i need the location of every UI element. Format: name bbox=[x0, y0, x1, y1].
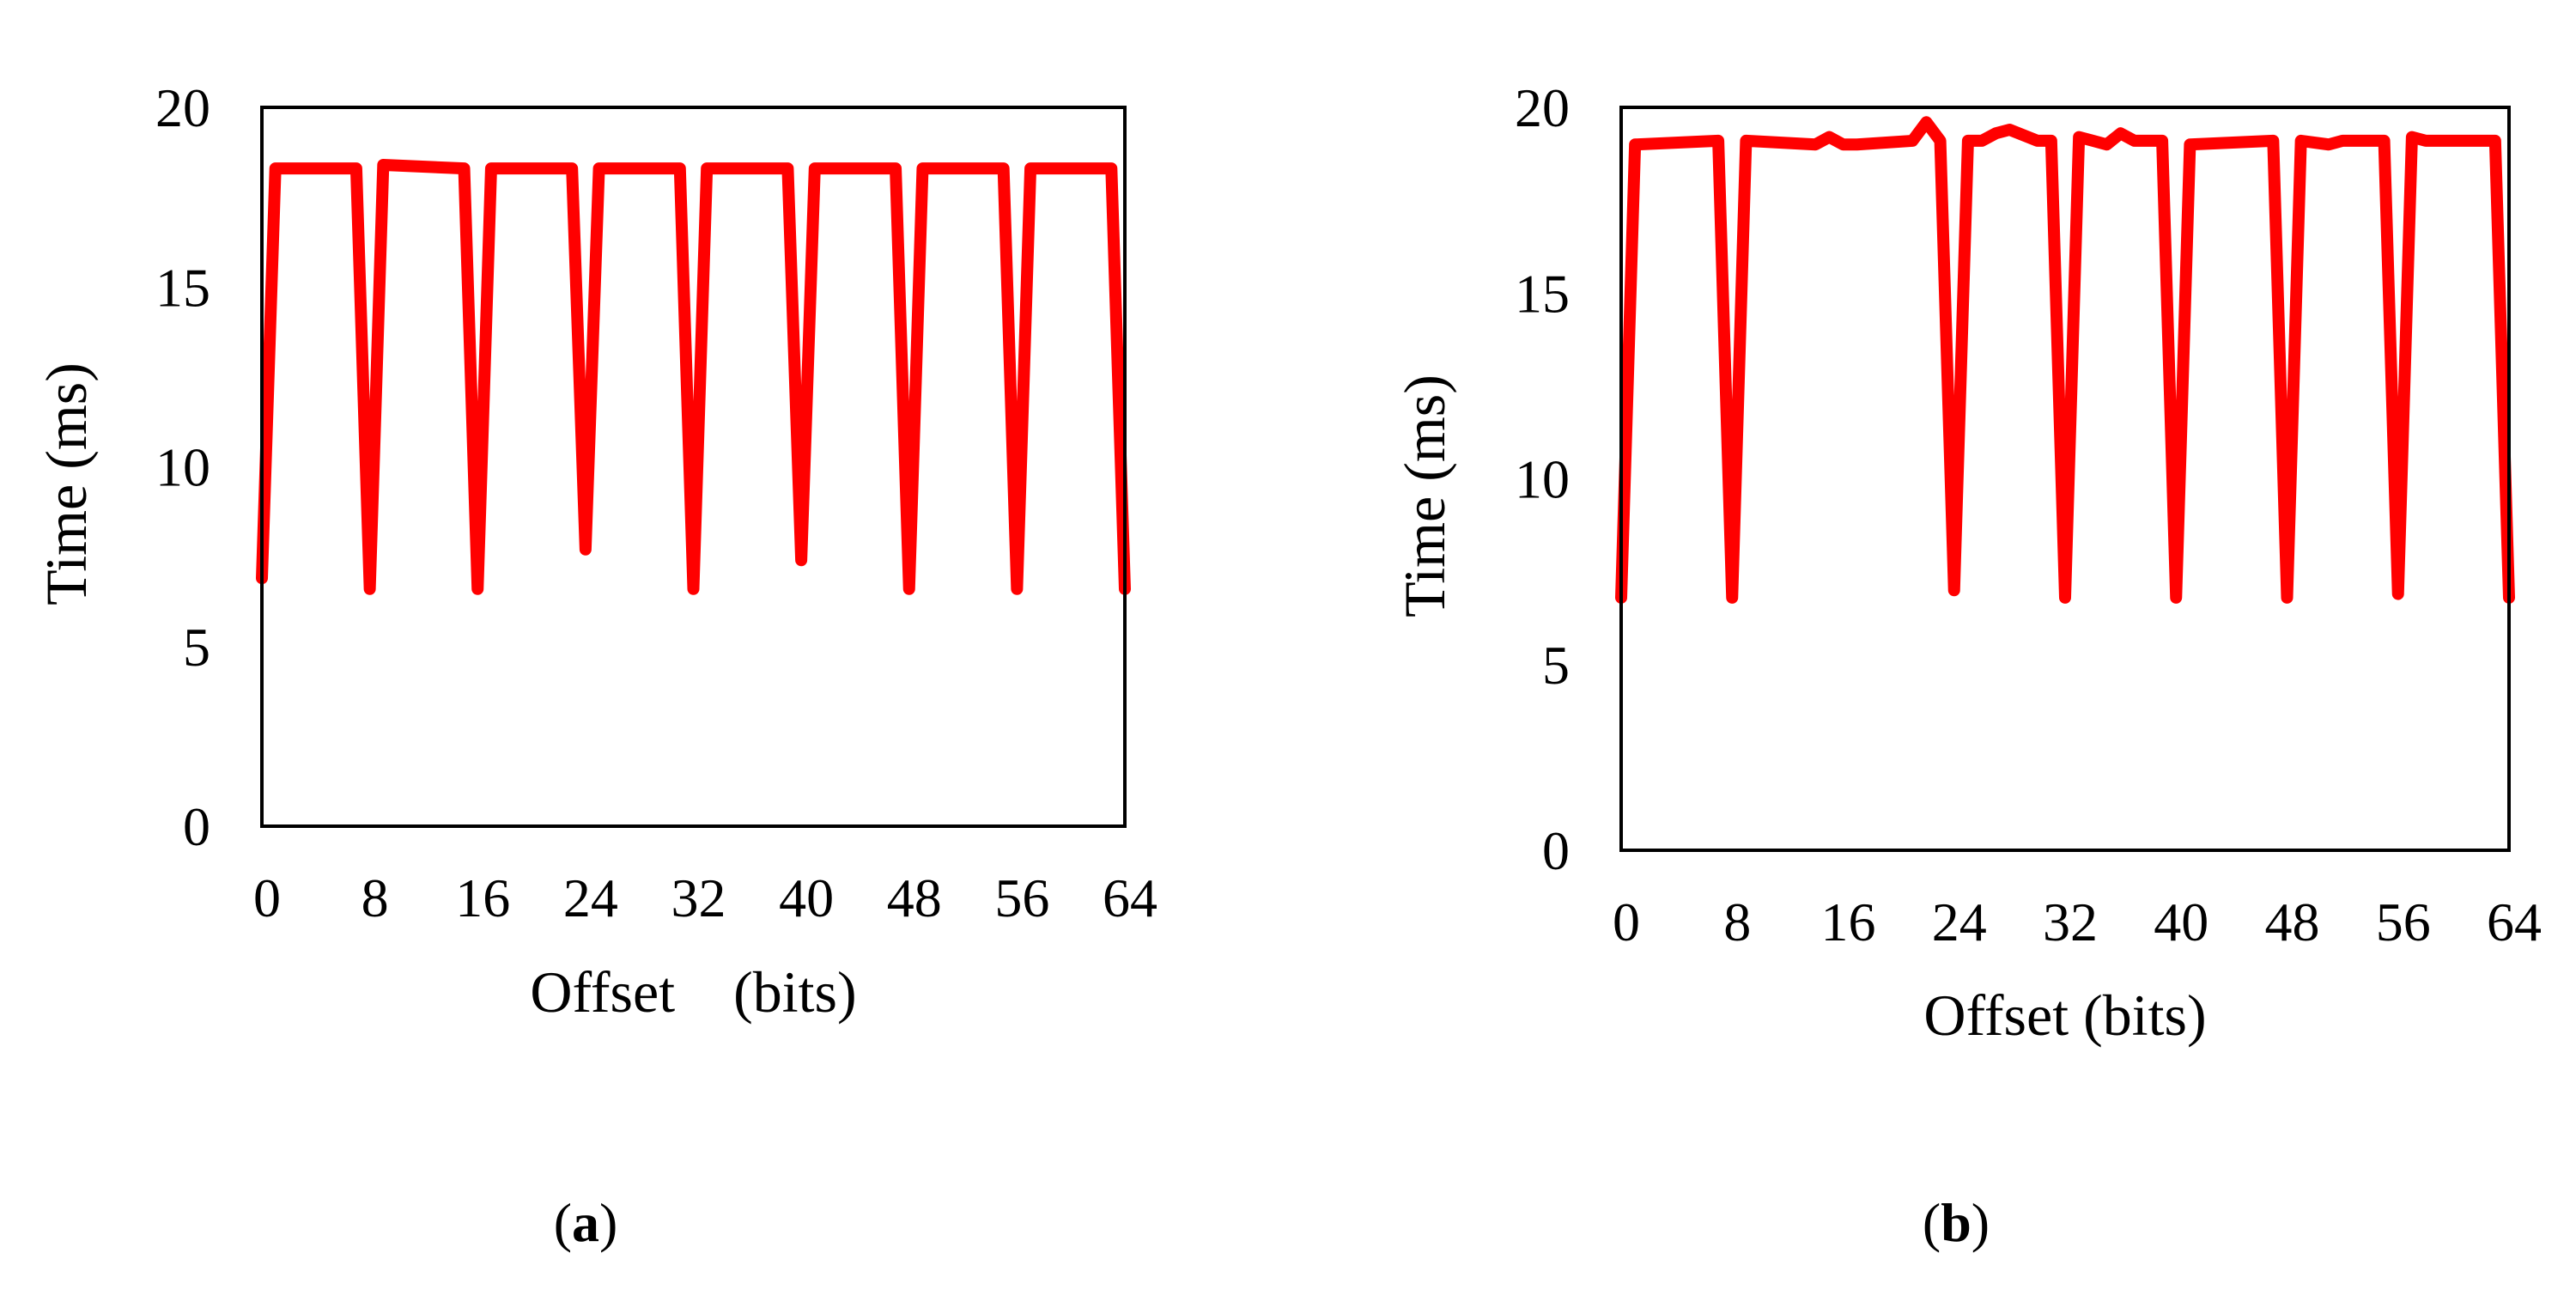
y-tick-label: 20 bbox=[1515, 77, 1570, 138]
y-tick-label: 0 bbox=[183, 796, 210, 857]
x-axis-ticks: 0 8 16 24 32 40 48 56 64 bbox=[1613, 891, 2542, 952]
plot-area-frame bbox=[1619, 106, 2511, 852]
plot-area-frame bbox=[260, 106, 1127, 828]
x-tick-label: 0 bbox=[253, 867, 281, 928]
x-tick-label: 64 bbox=[1103, 867, 1157, 928]
x-axis-title: Offset (bits) bbox=[530, 959, 856, 1025]
y-axis-title: Time (ms) bbox=[33, 362, 99, 605]
x-tick-label: 24 bbox=[563, 867, 618, 928]
x-tick-label: 56 bbox=[994, 867, 1049, 928]
x-tick-label: 8 bbox=[1723, 891, 1751, 952]
series-line-time bbox=[1615, 116, 2515, 604]
series-layer bbox=[1615, 116, 2515, 604]
y-tick-label: 0 bbox=[1542, 820, 1570, 881]
y-axis-ticks: 0 5 10 15 20 bbox=[1515, 77, 1570, 881]
x-tick-label: 40 bbox=[779, 867, 834, 928]
x-axis-title: Offset (bits) bbox=[1923, 983, 2206, 1048]
y-tick-label: 15 bbox=[155, 257, 210, 318]
x-tick-label: 24 bbox=[1932, 891, 1987, 952]
x-tick-label: 16 bbox=[1821, 891, 1876, 952]
y-tick-label: 5 bbox=[183, 617, 210, 678]
x-tick-label: 64 bbox=[2487, 891, 2542, 952]
y-tick-label: 5 bbox=[1542, 635, 1570, 696]
x-tick-label: 56 bbox=[2376, 891, 2431, 952]
y-tick-label: 10 bbox=[155, 437, 210, 498]
panel-label: (a) bbox=[554, 1192, 618, 1253]
y-axis-title: Time (ms) bbox=[1392, 374, 1457, 618]
x-tick-label: 40 bbox=[2154, 891, 2208, 952]
x-tick-label: 48 bbox=[887, 867, 942, 928]
x-tick-label: 0 bbox=[1613, 891, 1640, 952]
series-layer bbox=[256, 158, 1131, 595]
x-tick-label: 48 bbox=[2265, 891, 2320, 952]
panel-label-close: ) bbox=[1971, 1192, 1990, 1253]
panel-label-letter: a bbox=[572, 1192, 599, 1253]
y-tick-label: 15 bbox=[1515, 263, 1570, 324]
panel-label-open: ( bbox=[554, 1192, 572, 1253]
x-axis-ticks: 0 8 16 24 32 40 48 56 64 bbox=[253, 867, 1157, 928]
x-tick-label: 32 bbox=[671, 867, 726, 928]
panel-label: (b) bbox=[1923, 1192, 1990, 1253]
series-line-time bbox=[256, 158, 1131, 595]
y-tick-label: 20 bbox=[155, 77, 210, 138]
y-tick-label: 10 bbox=[1515, 449, 1570, 510]
panel-label-letter: b bbox=[1941, 1192, 1971, 1253]
panel-label-close: ) bbox=[599, 1192, 617, 1253]
panel-label-open: ( bbox=[1923, 1192, 1941, 1253]
y-axis-ticks: 0 5 10 15 20 bbox=[155, 77, 210, 857]
x-tick-label: 8 bbox=[361, 867, 389, 928]
x-tick-label: 16 bbox=[455, 867, 510, 928]
x-tick-label: 32 bbox=[2043, 891, 2098, 952]
